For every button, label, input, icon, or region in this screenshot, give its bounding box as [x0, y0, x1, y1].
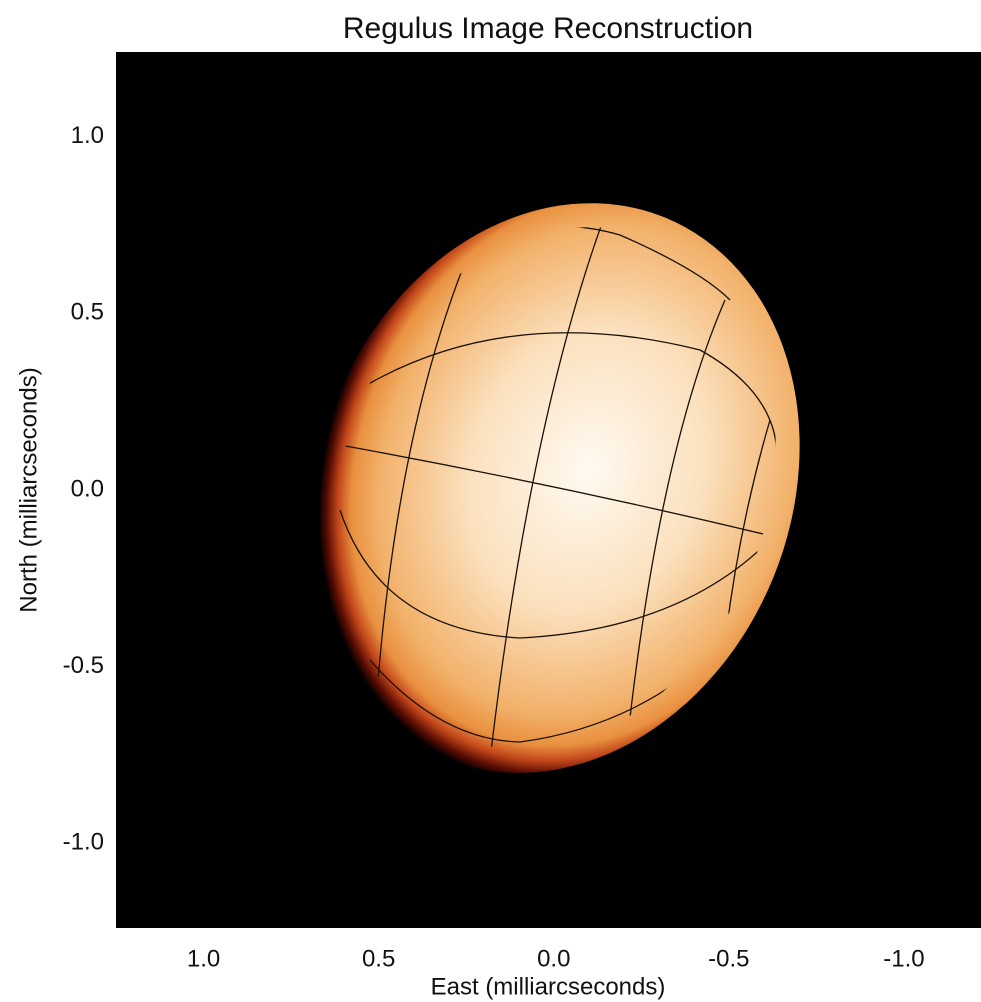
y-axis-label: North (milliarcseconds) — [15, 367, 42, 612]
equator — [339, 444, 781, 539]
longitude-line — [377, 249, 471, 681]
latitude-line — [339, 509, 771, 639]
latitude-line — [369, 659, 681, 743]
star-image — [310, 203, 800, 773]
x-tick-label: -1.0 — [883, 945, 924, 972]
y-tick-label: 1.0 — [71, 122, 104, 149]
longitude-line — [627, 299, 726, 736]
y-tick-label: 0.5 — [71, 299, 104, 326]
x-tick-label: 1.0 — [187, 945, 220, 972]
x-axis-label: East (milliarcseconds) — [431, 973, 666, 1000]
chart-title: Regulus Image Reconstruction — [343, 12, 753, 45]
x-tick-label: 0.0 — [537, 945, 570, 972]
x-tick-label: 0.5 — [362, 945, 395, 972]
y-tick-label: 0.0 — [71, 475, 104, 502]
y-tick-label: -1.0 — [63, 829, 104, 856]
y-tick-label: -0.5 — [63, 652, 104, 679]
longitude-line — [489, 214, 606, 761]
x-tick-label: -0.5 — [708, 945, 749, 972]
